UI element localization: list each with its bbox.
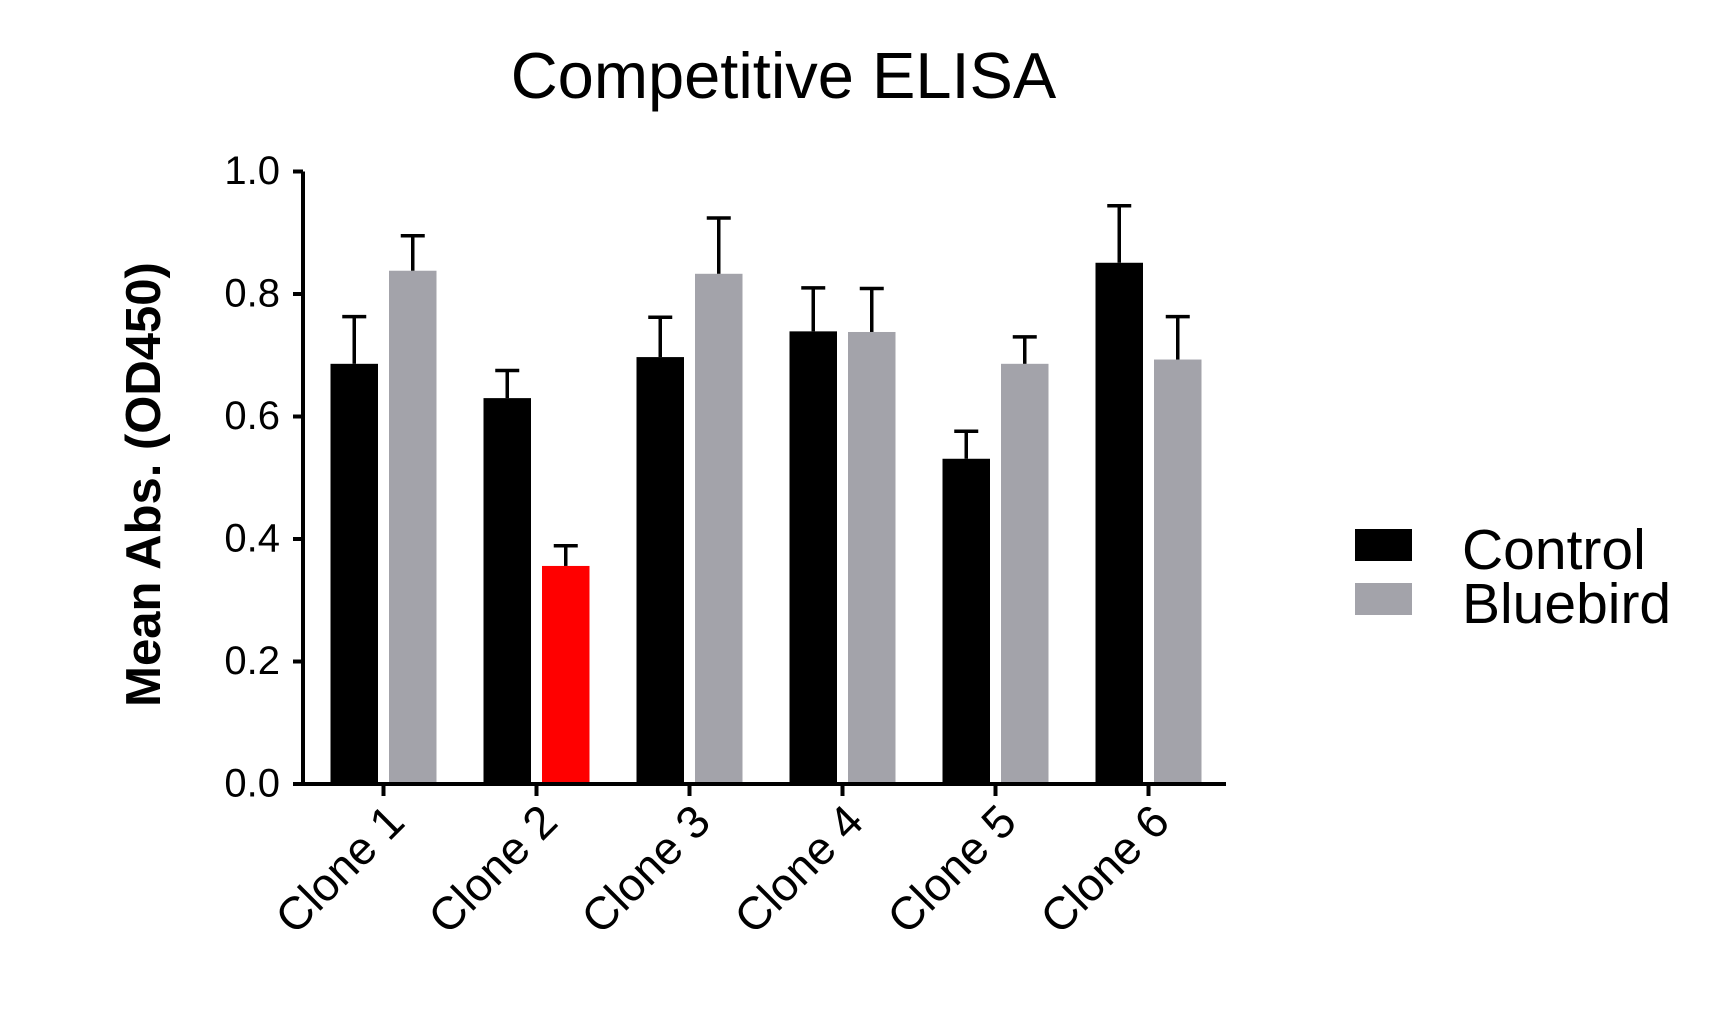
svg-text:1.0: 1.0 [224,149,280,193]
svg-text:0.4: 0.4 [224,517,280,561]
svg-text:Bluebird: Bluebird [1462,572,1671,636]
svg-text:0.8: 0.8 [224,272,280,316]
svg-text:0.2: 0.2 [224,639,280,683]
svg-text:Competitive ELISA: Competitive ELISA [511,39,1057,112]
svg-text:0.0: 0.0 [224,762,280,806]
svg-text:Mean Abs. (OD450): Mean Abs. (OD450) [117,262,171,707]
svg-text:0.6: 0.6 [224,394,280,438]
